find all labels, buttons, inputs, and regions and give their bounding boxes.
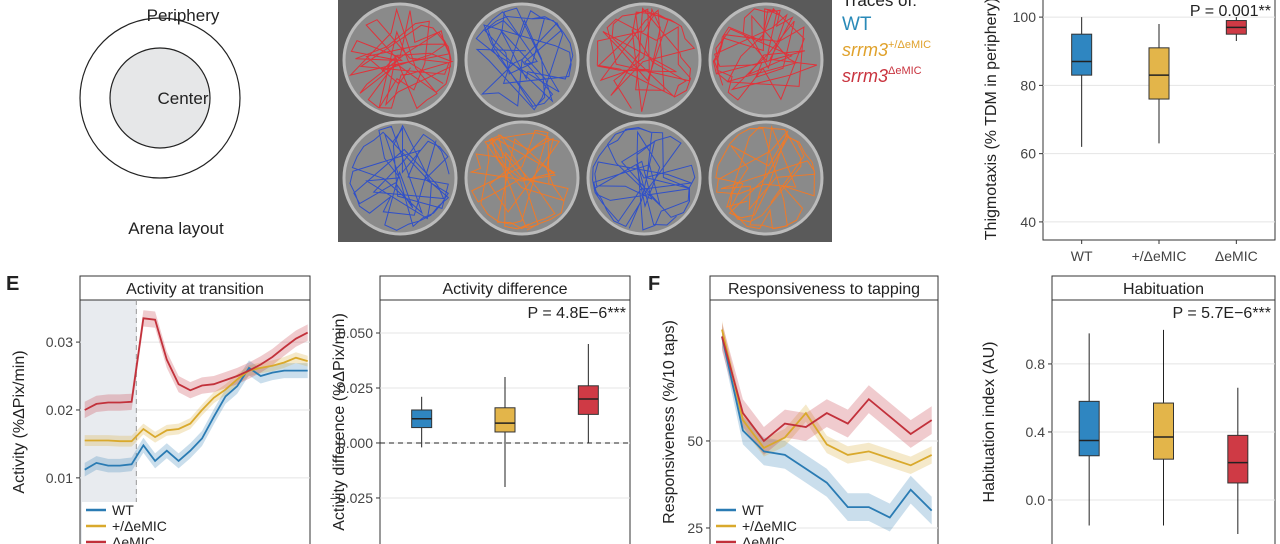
x-tick-label: WT: [1071, 248, 1093, 264]
box: [1227, 434, 1249, 484]
strip: [79, 275, 311, 301]
p-value: P = 4.8E−6***: [528, 305, 626, 322]
ribbon: [722, 326, 932, 532]
gene-name: srrm3: [842, 66, 888, 86]
panel: 0.01 0.02 0.03 Activity at transition Activi…: [11, 275, 311, 544]
trace: [715, 125, 816, 230]
panel: 40 60 80 100 P = 0.001** Thigmotaxis (% TDM i…: [983, 0, 1276, 264]
series-line: [84, 366, 308, 471]
y-tick-label: 0.01: [46, 470, 73, 486]
y-tick-label: 25: [687, 520, 703, 536]
trace: [596, 7, 696, 112]
ribbon: [84, 360, 308, 477]
y-tick-label: 100: [1013, 9, 1037, 25]
y-axis-label: Activity (%ΔPix/min): [11, 350, 28, 493]
box: [1071, 33, 1093, 76]
strip: [379, 275, 631, 301]
series-line: [721, 336, 933, 443]
x-tick-label: ΔeMIC: [1215, 248, 1258, 264]
box: [1153, 402, 1174, 460]
legend-het: srrm3+/ΔeMIC: [842, 39, 931, 60]
y-axis-label: Activity difference (%ΔPix/min): [331, 313, 348, 531]
well: [708, 120, 824, 236]
panel-label: F: [648, 273, 660, 295]
y-axis-label: Thigmotaxis (% TDM in periphery): [983, 0, 1000, 240]
y-tick-label: 60: [1020, 146, 1036, 162]
y-tick-label: 0.050: [338, 325, 373, 341]
panel-title: Activity at transition: [126, 281, 264, 298]
panel: 25 50 Responsiveness to tapping Responsiven…: [661, 275, 939, 544]
legend-wt: WT: [842, 14, 872, 35]
y-tick-label: 0.000: [338, 435, 373, 451]
trace: [712, 7, 818, 101]
y-tick-label: 0.4: [1026, 424, 1046, 440]
y-tick-label: 50: [687, 433, 703, 449]
panel: 0.0 0.4 0.8 Habituation P = 5.7E−6*** Habitua…: [981, 275, 1276, 544]
box: [577, 385, 599, 415]
traces-legend-title: Traces of:: [842, 0, 917, 10]
gene-name: srrm3: [842, 40, 888, 60]
series-line: [721, 336, 933, 519]
y-tick-label: 0.8: [1026, 356, 1046, 372]
strip: [709, 275, 939, 301]
series-line: [84, 317, 309, 411]
legend-label: +/ΔeMIC: [742, 518, 797, 534]
y-tick-label: 0.03: [46, 334, 73, 350]
periphery-label: Periphery: [147, 6, 220, 25]
trace: [348, 7, 454, 110]
y-tick-label: 0.025: [338, 380, 373, 396]
legend-label: WT: [112, 502, 134, 518]
y-tick-label: 40: [1020, 214, 1036, 230]
series-line: [721, 329, 933, 467]
traces-legend: Traces of: WT srrm3+/ΔeMIC srrm3ΔeMIC: [842, 0, 931, 86]
y-axis-label: Responsiveness (%/10 taps): [661, 320, 678, 524]
panel-title: Habituation: [1123, 281, 1204, 298]
y-tick-label: 0.02: [46, 402, 73, 418]
panel-title: Activity difference: [442, 281, 567, 298]
trace: [475, 7, 574, 111]
well-photo: [338, 0, 832, 242]
legend-hom: srrm3ΔeMIC: [842, 65, 922, 86]
series-line: [84, 356, 308, 443]
allele: ΔeMIC: [888, 65, 922, 77]
box: [1078, 400, 1100, 457]
arena-caption: Arena layout: [128, 219, 224, 238]
center-label: Center: [157, 89, 208, 108]
box: [1148, 47, 1170, 100]
allele: +/ΔeMIC: [888, 39, 931, 51]
panel-title: Responsiveness to tapping: [728, 281, 920, 298]
strip: [1051, 275, 1276, 301]
y-tick-label: −0.025: [330, 490, 373, 506]
ribbon: [722, 322, 932, 455]
trace: [469, 129, 569, 231]
legend-label: ΔeMIC: [742, 534, 785, 544]
arena-center: [109, 47, 211, 149]
legend-label: +/ΔeMIC: [112, 518, 167, 534]
panel-label: E: [6, 273, 19, 295]
y-tick-label: 80: [1020, 77, 1036, 93]
trace: [349, 124, 450, 231]
ribbon: [722, 320, 932, 474]
p-value: P = 0.001**: [1190, 3, 1271, 20]
x-tick-label: +/ΔeMIC: [1132, 248, 1187, 264]
legend-label: WT: [742, 502, 764, 518]
y-axis-label: Habituation index (AU): [981, 342, 998, 503]
box: [494, 407, 516, 433]
trace: [592, 126, 696, 231]
p-value: P = 5.7E−6***: [1173, 305, 1271, 322]
arena-diagram: Periphery Center Arena layout: [79, 6, 241, 238]
legend-label: ΔeMIC: [112, 534, 155, 544]
y-tick-label: 0.0: [1026, 492, 1046, 508]
